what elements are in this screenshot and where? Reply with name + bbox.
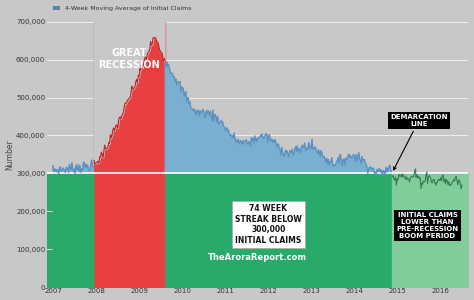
Legend: 4-Week Moving Average of Initial Claims: 4-Week Moving Average of Initial Claims: [51, 3, 193, 14]
Text: DEMARCATION
LINE: DEMARCATION LINE: [390, 114, 447, 170]
Text: 74 WEEK
STREAK BELOW
300,000
INITIAL CLAIMS: 74 WEEK STREAK BELOW 300,000 INITIAL CLA…: [235, 204, 301, 244]
Text: TheAroraReport.com: TheAroraReport.com: [208, 254, 307, 262]
Text: INITIAL CLAIMS
LOWER THAN
PRE-RECESSION
BOOM PERIOD: INITIAL CLAIMS LOWER THAN PRE-RECESSION …: [396, 212, 459, 239]
Text: GREAT
RECESSION: GREAT RECESSION: [99, 48, 160, 70]
Y-axis label: Number: Number: [6, 139, 15, 170]
